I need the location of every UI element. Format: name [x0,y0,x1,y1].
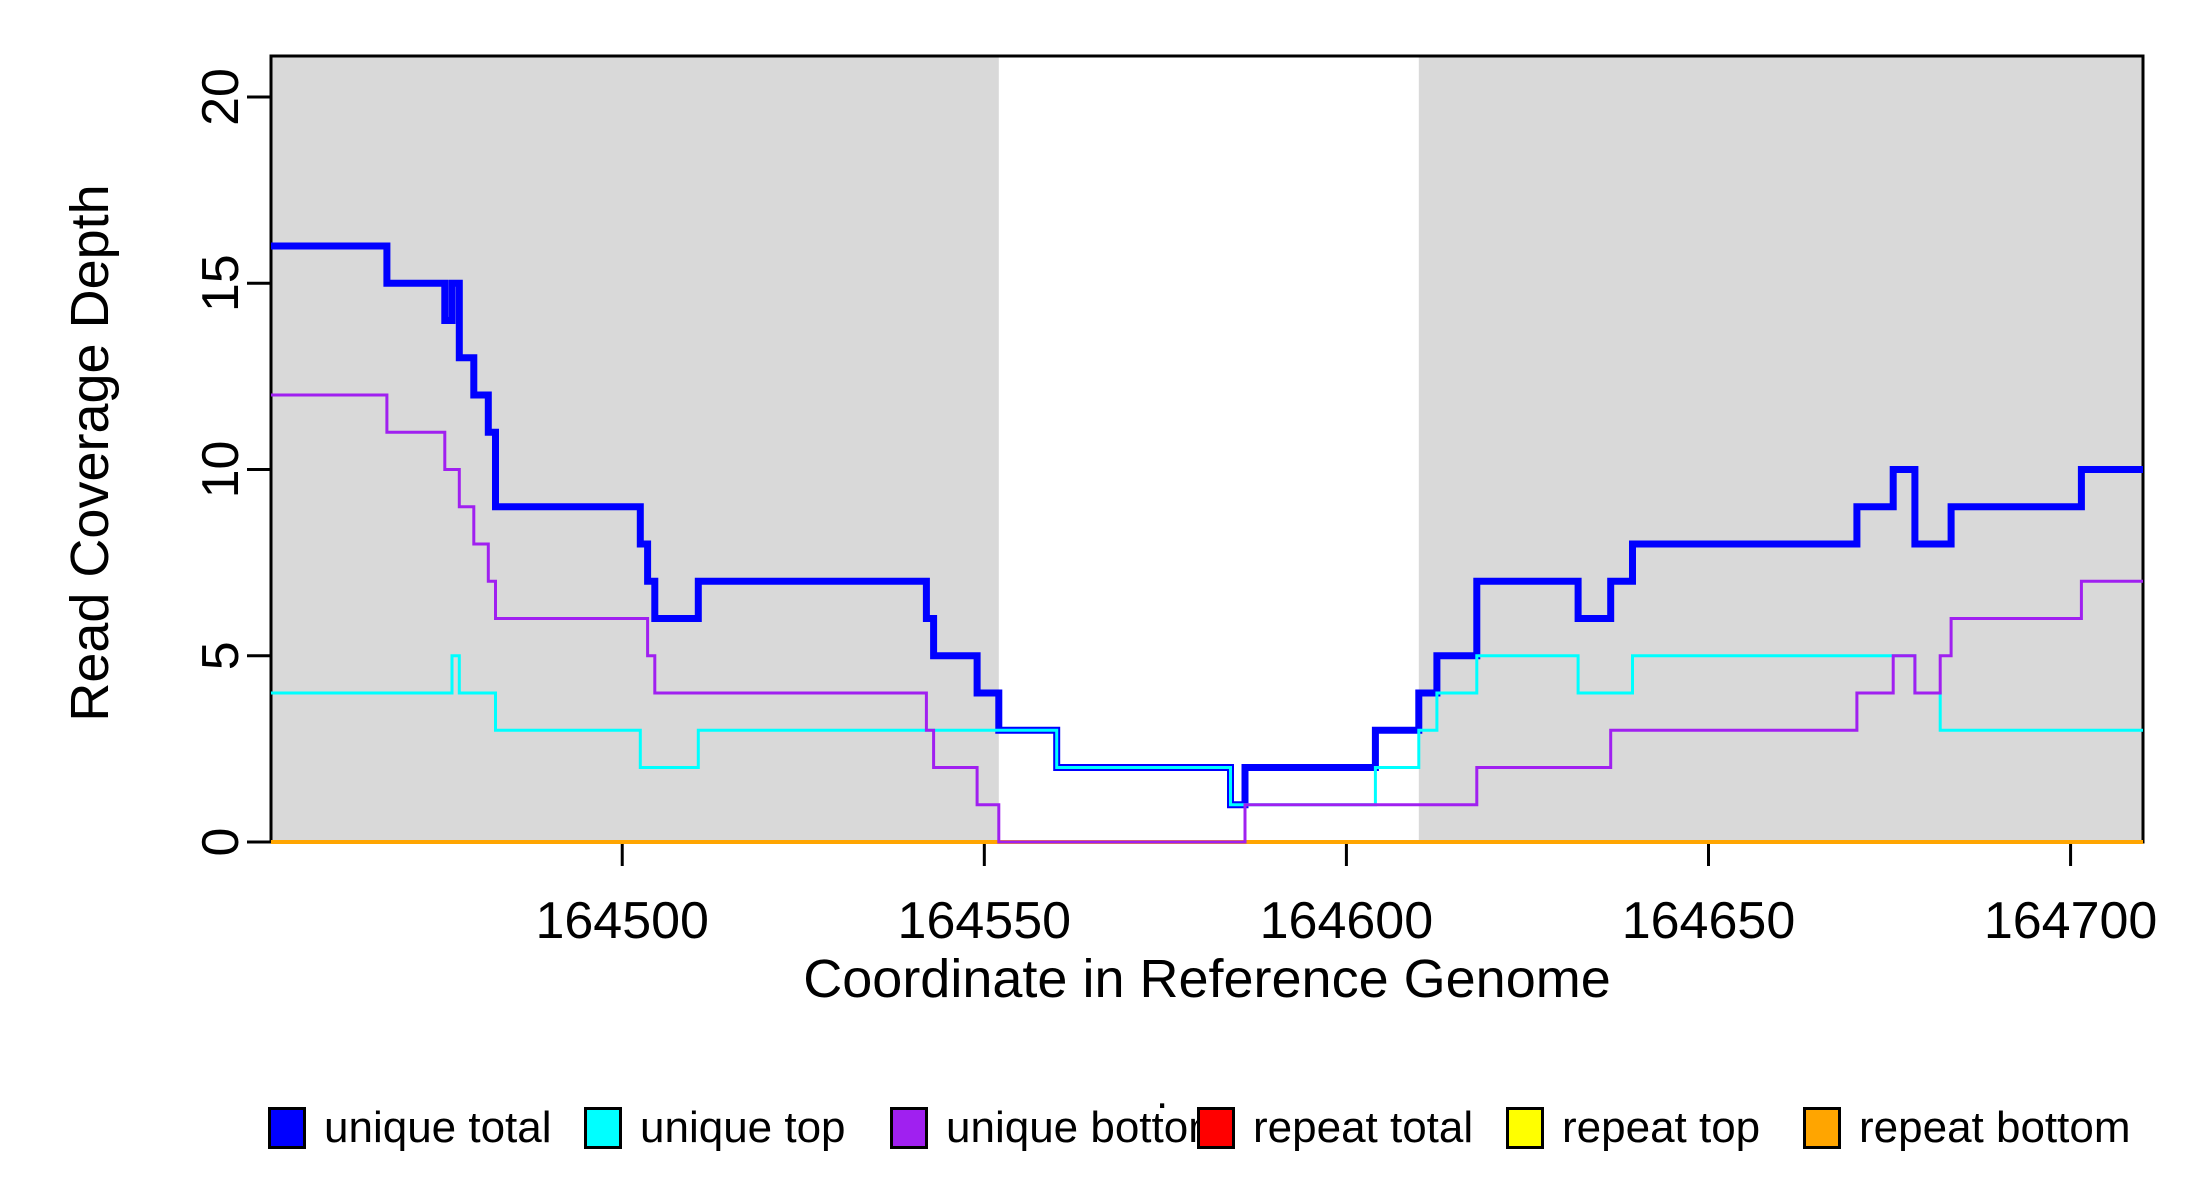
x-tick-label: 164650 [1622,892,1796,950]
y-tick-label: 15 [192,254,250,312]
shaded-region-right [1418,56,2143,842]
series-unique-bottom [271,393,2143,844]
x-tick-label: 164550 [898,892,1072,950]
y-axis-title: Read Coverage Depth [60,184,120,722]
x-tick-label: 164600 [1260,892,1434,950]
y-tick-label: 5 [192,641,250,670]
x-tick-label: 164500 [535,892,709,950]
y-tick-label: 10 [192,441,250,499]
x-tick-label: 164700 [1984,892,2158,950]
y-tick-label: 20 [192,68,250,126]
series-unique-top [271,654,2143,807]
shaded-region-left [271,56,999,842]
y-tick-label: 0 [192,828,250,857]
x-axis-title: Coordinate in Reference Genome [803,949,1611,1009]
